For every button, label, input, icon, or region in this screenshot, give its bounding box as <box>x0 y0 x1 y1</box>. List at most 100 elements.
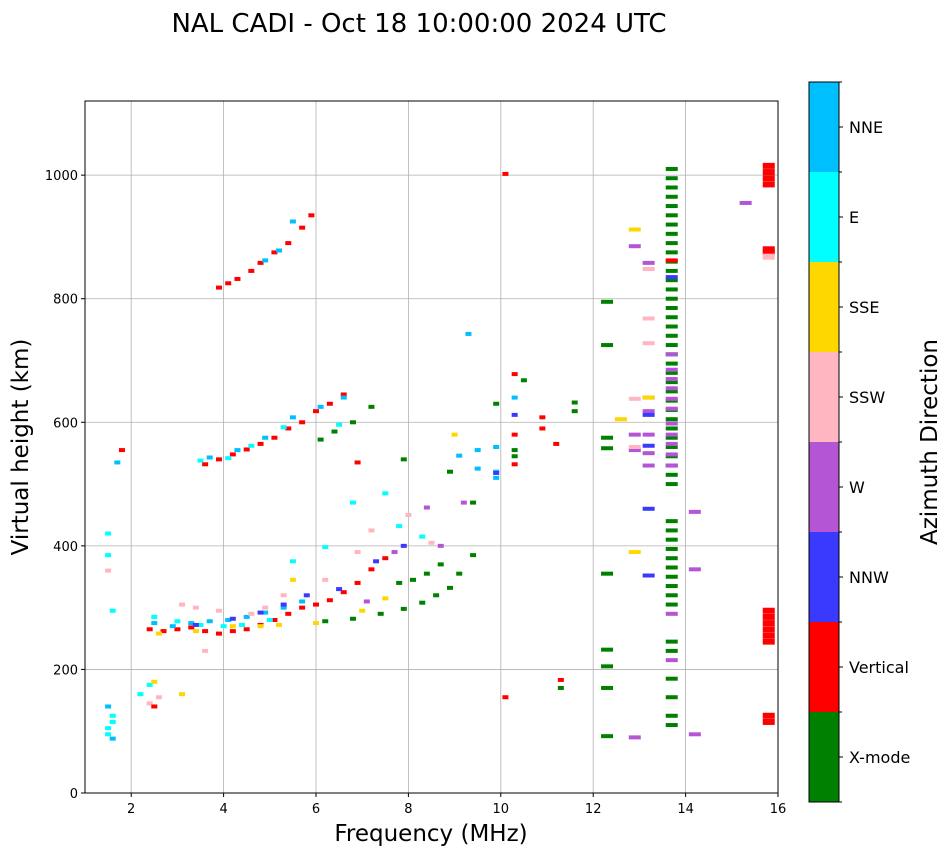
trace-point-x-mode <box>317 437 324 442</box>
trace-point-x-mode <box>601 299 614 304</box>
x-tick-label: 6 <box>312 802 320 817</box>
trace-point-vertical <box>188 625 195 630</box>
colorbar-tick-label: E <box>849 208 859 227</box>
trace-point-nne <box>299 599 306 604</box>
trace-point-x-mode <box>665 648 678 653</box>
trace-point-nnw <box>400 543 407 548</box>
trace-point-sse <box>229 624 236 629</box>
x-tick-label: 10 <box>493 802 510 817</box>
trace-point-nne <box>262 610 269 615</box>
y-tick-label: 0 <box>70 787 78 802</box>
trace-point-x-mode <box>665 695 678 700</box>
trace-point-vertical <box>174 627 181 632</box>
trace-point-nne <box>234 448 241 453</box>
grid-lines <box>85 101 778 793</box>
trace-point-nne <box>225 618 232 622</box>
trace-point-vertical <box>326 401 333 406</box>
trace-point-vertical <box>215 457 222 462</box>
trace-point-vertical <box>202 629 209 634</box>
trace-point-e <box>266 618 273 622</box>
trace-point-x-mode <box>665 213 678 218</box>
trace-point-x-mode <box>410 577 417 582</box>
trace-point-x-mode <box>665 556 678 561</box>
trace-point-nne <box>109 736 116 741</box>
trace-point-x-mode <box>665 268 678 273</box>
trace-point-x-mode <box>665 222 678 227</box>
trace-point-sse <box>628 227 641 232</box>
y-tick-label: 200 <box>53 663 78 678</box>
trace-point-x-mode <box>377 611 384 616</box>
trace-point-vertical <box>151 704 158 709</box>
y-axis-label: Virtual height (km) <box>8 339 34 556</box>
trace-point-w <box>642 432 655 437</box>
trace-point-vertical <box>257 260 264 265</box>
trace-point-e <box>109 608 116 613</box>
trace-point-x-mode <box>665 417 678 422</box>
trace-point-nne <box>114 460 121 465</box>
trace-point-x-mode <box>601 571 614 576</box>
trace-point-x-mode <box>437 562 444 567</box>
trace-point-vertical <box>762 175 775 182</box>
trace-point-w <box>642 409 655 414</box>
trace-point-x-mode <box>349 616 356 621</box>
trace-point-ssw <box>628 396 641 401</box>
trace-point-w <box>665 367 678 372</box>
trace-point-ssw <box>202 648 209 653</box>
colorbar-segment <box>809 622 839 712</box>
trace-point-vertical <box>762 638 775 645</box>
trace-point-ssw <box>428 540 435 545</box>
data-marks <box>105 162 775 741</box>
trace-point-ssw <box>405 512 412 517</box>
trace-point-ssw <box>354 550 361 555</box>
trace-point-x-mode <box>665 250 678 255</box>
trace-point-vertical <box>234 276 241 281</box>
trace-point-w <box>665 396 678 401</box>
trace-point-e <box>137 692 144 697</box>
x-axis-ticks: 2 4 6 8 10 12 14 16 <box>127 793 786 817</box>
trace-point-e <box>280 425 287 430</box>
trace-point-w <box>665 658 678 663</box>
trace-point-x-mode <box>665 723 678 728</box>
trace-point-vertical <box>762 632 775 639</box>
trace-point-nne <box>280 605 287 610</box>
trace-point-x-mode <box>601 435 614 440</box>
trace-point-x-mode <box>665 537 678 542</box>
trace-point-nne <box>289 415 296 420</box>
trace-point-x-mode <box>665 194 678 199</box>
trace-point-vertical <box>229 452 236 457</box>
trace-point-w <box>437 543 444 548</box>
trace-point-e <box>146 682 153 687</box>
y-axis-ticks: 0 200 400 600 800 1000 <box>45 169 85 802</box>
trace-point-nne <box>105 704 112 709</box>
trace-point-sse <box>642 395 655 400</box>
trace-point-vertical <box>382 556 389 561</box>
trace-point-sse <box>276 622 283 627</box>
colorbar-segment <box>809 532 839 622</box>
trace-point-x-mode <box>423 571 430 576</box>
trace-point-nne <box>511 395 518 400</box>
trace-point-vertical <box>511 432 518 437</box>
trace-point-vertical <box>665 258 678 263</box>
colorbar-tick-label: NNE <box>849 118 883 137</box>
trace-point-e <box>336 422 343 427</box>
trace-point-w <box>739 200 752 205</box>
trace-point-x-mode <box>665 315 678 320</box>
trace-point-x-mode <box>665 324 678 329</box>
plot-frame <box>84 100 779 794</box>
trace-point-x-mode <box>665 584 678 589</box>
trace-point-w <box>665 406 678 411</box>
trace-point-nne <box>206 619 213 624</box>
trace-point-w <box>665 611 678 616</box>
trace-point-sse <box>451 432 458 437</box>
trace-point-x-mode <box>470 553 477 558</box>
trace-point-ssw <box>368 528 375 533</box>
trace-point-vertical <box>762 626 775 633</box>
trace-point-nne <box>289 219 296 224</box>
trace-point-sse <box>155 631 162 636</box>
trace-point-x-mode <box>493 401 500 406</box>
trace-point-x-mode <box>665 176 678 181</box>
trace-point-w <box>665 432 678 437</box>
x-tick-label: 12 <box>585 802 602 817</box>
trace-point-w <box>665 377 678 382</box>
